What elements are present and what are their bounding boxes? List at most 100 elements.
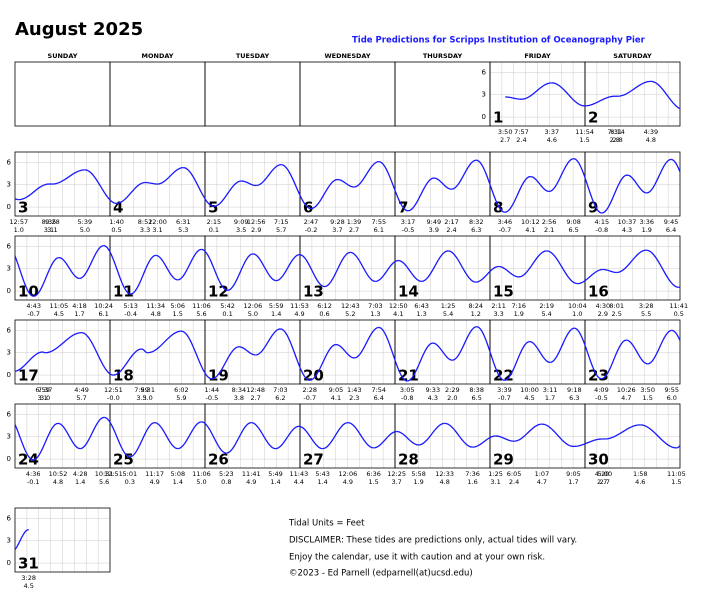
tide-curve xyxy=(573,443,586,448)
tide-height: 6.1 xyxy=(98,310,108,318)
tide-height: 0.5 xyxy=(674,310,684,318)
tide-curve xyxy=(407,342,433,382)
tide-height: 1.7 xyxy=(568,478,578,486)
y-tick-label: 0 xyxy=(7,559,11,567)
tide-time: 3:36 xyxy=(639,218,654,226)
tide-height: 4.1 xyxy=(331,394,341,402)
tide-curve xyxy=(181,330,206,374)
tide-height: 1.5 xyxy=(173,310,183,318)
tide-curve xyxy=(251,421,276,450)
tide-curve xyxy=(601,174,628,214)
tide-curve xyxy=(299,367,310,381)
tide-curve xyxy=(476,159,491,185)
tide-curve xyxy=(58,256,80,280)
tide-time: 3:17 xyxy=(401,218,416,226)
tide-curve xyxy=(201,248,206,252)
day-number: 21 xyxy=(398,367,419,385)
tide-curve xyxy=(495,435,515,442)
tide-curve xyxy=(104,416,111,423)
tide-height: 4.3 xyxy=(622,226,632,234)
empty-cell xyxy=(204,61,301,127)
tide-curve xyxy=(551,82,585,107)
tide-curve xyxy=(505,96,522,100)
tide-curve xyxy=(129,421,155,458)
tide-time: 11:06 xyxy=(192,302,211,310)
tide-time: 4:43 xyxy=(26,302,41,310)
day-number: 22 xyxy=(493,367,514,385)
tide-curve xyxy=(204,198,214,207)
tide-curve xyxy=(375,261,396,283)
tide-curve xyxy=(204,422,227,454)
y-tick-label: 0 xyxy=(7,455,11,463)
tide-curve xyxy=(154,421,178,450)
tide-height: 2.7 xyxy=(597,478,607,486)
tide-time: 10:37 xyxy=(618,218,637,226)
tide-height: -0.7 xyxy=(27,310,40,318)
tide-height: -0.8 xyxy=(401,394,414,402)
y-tick-label: 3 xyxy=(482,91,486,99)
empty-cell xyxy=(14,61,111,127)
tide-height: 4.8 xyxy=(646,136,656,144)
tide-time: 11:17 xyxy=(145,470,164,478)
y-tick-label: 3 xyxy=(7,181,11,189)
footer-line: DISCLAIMER: These tides are predictions … xyxy=(289,536,577,546)
tide-curve xyxy=(84,169,111,201)
tide-time: 9:49 xyxy=(427,218,442,226)
tide-curve xyxy=(255,328,281,356)
day-cell xyxy=(584,403,681,469)
tide-time: 5:58 xyxy=(411,470,426,478)
tide-curve xyxy=(299,195,312,210)
tide-height: 5.7 xyxy=(76,394,86,402)
tide-curve xyxy=(322,421,349,450)
tide-curve xyxy=(671,158,681,173)
tide-curve xyxy=(646,249,679,288)
weekday-header: SUNDAY xyxy=(48,52,78,60)
tide-curve xyxy=(529,340,551,364)
day-number: 8 xyxy=(493,199,503,217)
tide-height: -0.2 xyxy=(305,226,318,234)
tide-height: 5.5 xyxy=(641,310,651,318)
tide-height: 1.3 xyxy=(370,310,380,318)
tide-curve xyxy=(548,158,574,193)
tide-time: 11:41 xyxy=(669,302,688,310)
tide-height: 1.4 xyxy=(173,478,183,486)
tide-time: 12:00 xyxy=(148,218,167,226)
tide-height: 4.7 xyxy=(621,394,631,402)
tide-time: 12:33 xyxy=(435,470,454,478)
tide-time: 12:51 xyxy=(104,470,123,478)
tide-height: 4.3 xyxy=(428,394,438,402)
tide-curve xyxy=(584,177,602,214)
tide-curve xyxy=(281,164,301,196)
tide-time: 3:37 xyxy=(545,128,560,136)
tide-time: 7:36 xyxy=(465,470,480,478)
tide-curve xyxy=(521,82,552,100)
tide-height: 4.1 xyxy=(393,310,403,318)
tide-height: 1.9 xyxy=(642,226,652,234)
tide-height: 3.5 xyxy=(136,394,146,402)
day-number: 12 xyxy=(208,283,229,301)
tide-time: 12:48 xyxy=(246,386,265,394)
tide-time: 6:31 xyxy=(176,218,191,226)
tide-time: 2:29 xyxy=(445,386,460,394)
tide-curve xyxy=(626,174,647,194)
tide-time: 3:50 xyxy=(640,386,655,394)
tide-curve xyxy=(489,265,499,272)
weekday-header: FRIDAY xyxy=(524,52,551,60)
calendar-title: August 2025 xyxy=(15,19,143,40)
tide-height: 6.3 xyxy=(569,394,579,402)
tide-curve xyxy=(433,177,452,190)
tide-curve xyxy=(604,424,641,440)
tide-time: 10:04 xyxy=(568,302,587,310)
tide-height: 1.9 xyxy=(413,478,423,486)
tide-curve xyxy=(676,445,681,449)
tide-height: 5.2 xyxy=(345,310,355,318)
day-number: 27 xyxy=(303,451,324,469)
y-tick-label: 0 xyxy=(482,113,486,121)
tide-height: -0.8 xyxy=(595,226,608,234)
tide-curve xyxy=(103,245,111,253)
tide-time: 8:14 xyxy=(610,128,625,136)
tide-time: 4:20 xyxy=(595,470,610,478)
tide-height: 3.0 xyxy=(142,394,152,402)
tide-curve xyxy=(574,327,586,346)
tide-time: 6:02 xyxy=(174,386,189,394)
